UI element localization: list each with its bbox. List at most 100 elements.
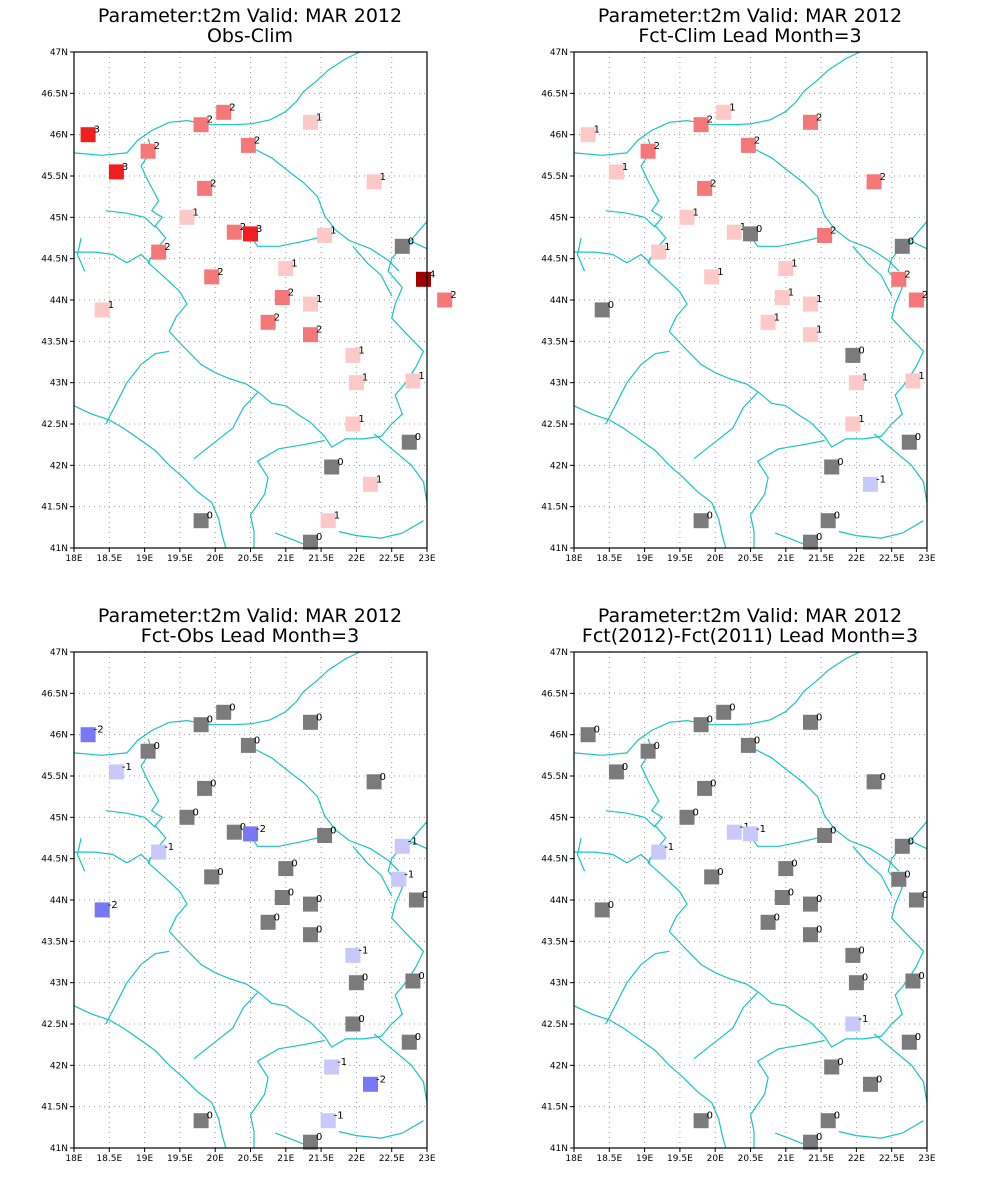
border-line <box>693 992 759 1060</box>
station-value-label: 0 <box>791 859 797 870</box>
station-value-label: 0 <box>862 973 868 984</box>
station-marker <box>693 513 709 529</box>
station-value-label: 1 <box>334 511 340 522</box>
station-value-label: 0 <box>816 925 822 936</box>
station-value-label: 0 <box>858 345 864 356</box>
y-tick-label: 47N <box>50 648 68 658</box>
station-marker <box>905 373 921 389</box>
station-value-label: 0 <box>207 511 213 522</box>
station-value-label: 0 <box>608 300 614 311</box>
axis-ticks: 18E 18.5E 19E 19.5E 20E 20.5E 21E 21.5E 22E 22.5E… <box>41 48 436 564</box>
x-tick-label: 22E <box>848 1154 865 1164</box>
station-value-label: 0 <box>316 1132 322 1143</box>
station-value-label: 1 <box>740 222 746 233</box>
y-tick-label: 44N <box>50 896 68 906</box>
gridlines <box>74 652 427 1148</box>
x-tick-label: 20.5E <box>738 1154 764 1164</box>
station-marker <box>803 534 818 550</box>
border-line <box>873 433 928 503</box>
station-marker <box>394 838 410 854</box>
border-line <box>880 241 928 437</box>
station-value-label: 0 <box>654 741 660 752</box>
y-tick-label: 44.5N <box>541 255 568 265</box>
station-marker <box>803 296 818 312</box>
station-marker <box>803 327 818 343</box>
station-marker <box>317 228 333 243</box>
panel-subtitle: Fct-Obs Lead Month=3 <box>141 625 359 647</box>
station-value-label: 0 <box>316 925 322 936</box>
y-tick-label: 42.5N <box>541 420 568 430</box>
border-line <box>605 350 670 425</box>
y-tick-label: 41N <box>50 544 68 554</box>
station-value-label: 2 <box>210 178 216 189</box>
station-value-label: 0 <box>922 890 928 901</box>
station-marker <box>345 947 361 963</box>
station-marker <box>303 534 318 550</box>
station-value-label: 0 <box>858 945 864 956</box>
y-tick-label: 45N <box>50 813 68 823</box>
station-value-label: -1 <box>122 762 132 773</box>
x-tick-label: 18.5E <box>96 554 122 564</box>
x-tick-label: 23E <box>918 1154 935 1164</box>
x-tick-label: 21E <box>277 554 294 564</box>
station-marker <box>894 838 910 854</box>
station-marker <box>437 292 453 308</box>
station-value-label: 0 <box>291 859 297 870</box>
station-marker <box>405 373 421 389</box>
border-line <box>574 251 651 264</box>
station-value-label: 2 <box>922 290 928 301</box>
station-value-label: 3 <box>94 125 100 136</box>
panel-title: Parameter:t2m Valid: MAR 2012 <box>598 5 902 27</box>
station-value-label: 1 <box>693 207 699 218</box>
station-value-label: 0 <box>729 702 735 713</box>
border-line <box>573 651 861 756</box>
station-value-label: 2 <box>830 226 836 237</box>
station-value-label: 1 <box>918 371 924 382</box>
station-value-label: 1 <box>729 102 735 113</box>
station-value-label: 2 <box>240 222 246 233</box>
station-value-label: -2 <box>108 900 118 911</box>
station-marker <box>697 780 713 796</box>
station-value-label: 0 <box>337 457 343 468</box>
station-value-label: 2 <box>154 141 160 152</box>
station-marker <box>726 824 742 840</box>
border-line <box>605 810 656 828</box>
station-marker <box>108 164 124 180</box>
station-value-label: 1 <box>791 259 797 270</box>
y-tick-label: 45N <box>550 813 568 823</box>
x-tick-label: 21E <box>277 1154 294 1164</box>
y-tick-label: 46N <box>550 731 568 741</box>
station-value-label: 0 <box>788 888 794 899</box>
x-tick-label: 19E <box>136 554 153 564</box>
station-marker <box>240 137 256 153</box>
y-tick-label: 44.5N <box>41 255 68 265</box>
station-value-label: 1 <box>858 414 864 425</box>
station-marker <box>193 513 209 529</box>
station-marker <box>394 238 410 254</box>
y-tick-label: 45.5N <box>41 772 68 782</box>
station-marker <box>260 914 276 930</box>
station-value-label: 4 <box>429 269 435 280</box>
station-value-label: 3 <box>256 224 262 235</box>
border-line <box>140 138 382 448</box>
station-value-label: 0 <box>693 807 699 818</box>
station-marker <box>905 973 921 989</box>
border-line <box>274 1132 308 1147</box>
station-value-label: -1 <box>408 836 418 847</box>
axis-ticks: 18E 18.5E 19E 19.5E 20E 20.5E 21E 21.5E 22E 22.5E… <box>541 48 936 564</box>
station-value-label: -1 <box>358 945 368 956</box>
station-marker <box>260 314 276 330</box>
panel-obs-clim: Parameter:t2m Valid: MAR 2012 Obs-Clim 3 3 2… <box>0 0 500 600</box>
station-marker <box>803 714 818 730</box>
border-line <box>76 837 86 872</box>
border-line <box>640 738 882 1048</box>
station-marker <box>845 947 861 963</box>
station-value-label: 0 <box>837 457 843 468</box>
station-marker <box>594 902 610 918</box>
axis-ticks: 18E 18.5E 19E 19.5E 20E 20.5E 21E 21.5E 22E 22.5E… <box>541 648 936 1164</box>
station-value-label: -1 <box>164 842 174 853</box>
x-tick-label: 23E <box>418 1154 435 1164</box>
border-line <box>852 845 893 897</box>
border-line <box>105 210 156 228</box>
